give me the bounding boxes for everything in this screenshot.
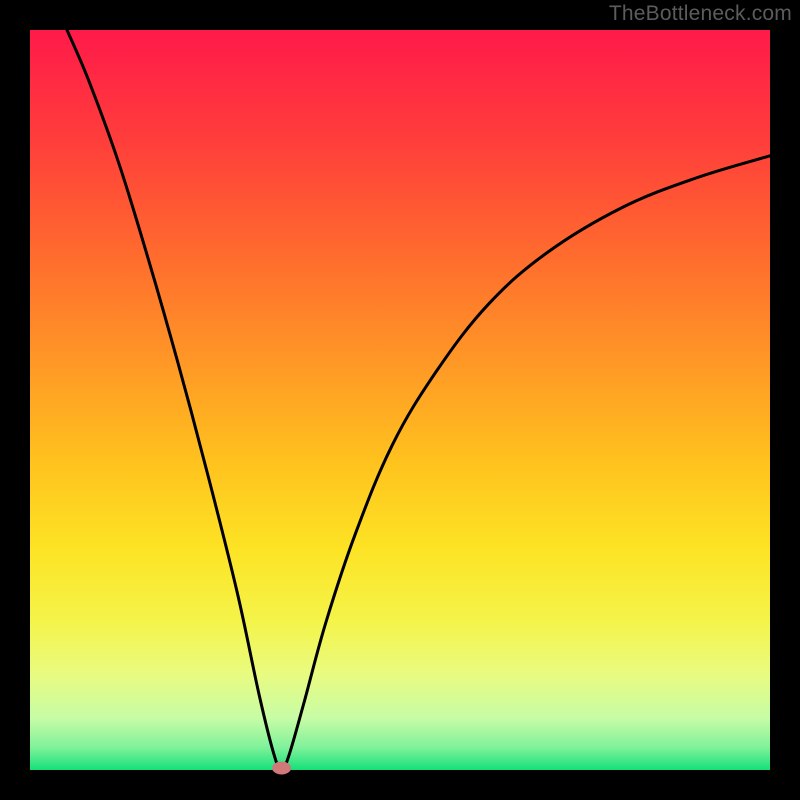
- plot-background: [30, 30, 770, 770]
- optimal-marker: [273, 762, 291, 774]
- bottleneck-chart: [0, 0, 800, 800]
- attribution-text: TheBottleneck.com: [609, 2, 792, 26]
- chart-container: TheBottleneck.com: [0, 0, 800, 800]
